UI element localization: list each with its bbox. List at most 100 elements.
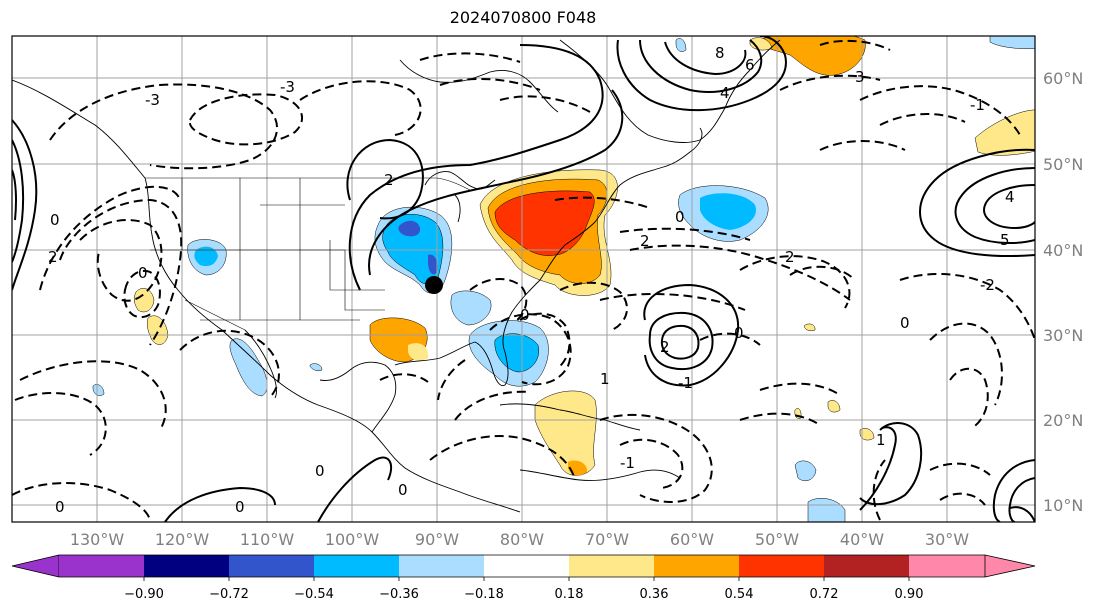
colorbar-bin-11 (909, 555, 985, 577)
contour-label-neg3: -3 (280, 78, 295, 96)
contour-label-6: 6 (745, 56, 755, 74)
contour-label-8: 8 (715, 44, 725, 62)
contour-label-4: 4 (720, 84, 730, 102)
contour-label-2c: 2 (785, 248, 795, 266)
lon-label-80w: 80°W (500, 530, 544, 549)
contour-label-0: 0 (675, 208, 685, 226)
contour-label-1b: 1 (600, 370, 610, 388)
lon-label-130w: 130°W (70, 530, 125, 549)
contour-label-3b: 5 (1000, 231, 1010, 249)
negative-anomaly-far-east (989, 36, 1035, 49)
lat-label-50n: 50°N (1043, 155, 1083, 174)
contour-label-neg2: -2 (980, 276, 995, 294)
colorbar-extend-high (984, 554, 1036, 578)
contour-label-0b: 0 (900, 314, 910, 332)
colorbar-tick-label: 0.18 (555, 587, 584, 602)
lat-label-30n: 30°N (1043, 326, 1083, 345)
contour-labels: 2 2 0 2 3 8 6 4 4 5 -1 -2 -1 2 0 0 1 -1 … (48, 44, 1015, 516)
contour-label-3: 3 (855, 68, 865, 86)
positive-anomaly-greenland (759, 36, 866, 76)
lon-label-70w: 70°W (585, 530, 629, 549)
longitude-labels: 130°W 120°W 110°W 100°W 90°W 80°W 70°W 6… (70, 530, 969, 549)
negative-anomaly-tropics-2 (807, 498, 846, 522)
negative-anomaly-central-3 (398, 220, 421, 237)
contour-label-neg1b: -1 (678, 374, 693, 392)
lon-label-90w: 90°W (415, 530, 459, 549)
lat-label-20n: 20°N (1043, 411, 1083, 430)
contour-label-2b: 2 (640, 232, 650, 250)
colorbar-bin-2 (144, 555, 229, 577)
dashed-contours (12, 39, 1035, 522)
contour-label-0i: 0 (520, 306, 530, 324)
colorbar-bin-6 (484, 555, 569, 577)
positive-anomaly-northeast-3 (494, 190, 595, 256)
colorbar-tick-label: 0.90 (895, 587, 924, 602)
contour-label-0d: 0 (315, 462, 325, 480)
colorbar: −0.90 −0.72 −0.54 −0.36 −0.18 0.18 0.36 … (11, 554, 1036, 602)
colorbar-bin-8 (654, 555, 739, 577)
positive-anomaly-small-2 (859, 428, 875, 441)
colorbar-tick-label: −0.54 (294, 587, 334, 602)
negative-anomaly-atlantic-2 (700, 193, 756, 230)
negative-anomaly-tropics (794, 460, 817, 481)
colorbar-extend-low (11, 554, 60, 578)
positive-anomaly-gulf-2 (408, 343, 429, 361)
map-frame (11, 35, 1036, 523)
positive-anomaly-baja (134, 288, 155, 313)
contour-label-0e: 0 (235, 498, 245, 516)
colorbar-tick-label: −0.18 (464, 587, 504, 602)
lon-label-40w: 40°W (840, 530, 884, 549)
colorbar-bin-4 (314, 555, 399, 577)
contour-label-neg3b: -3 (145, 91, 160, 109)
negative-anomaly-southeast (450, 290, 492, 326)
contour-label-neg0: 0 (398, 481, 408, 499)
location-marker (425, 276, 443, 294)
colorbar-bin-5 (399, 555, 484, 577)
contour-label-2: 2 (384, 171, 394, 189)
colorbar-bin-3 (229, 555, 314, 577)
lat-label-40n: 40°N (1043, 241, 1083, 260)
contour-label-0f: 0 (55, 498, 65, 516)
contour-label-0c: 0 (734, 324, 744, 342)
negative-anomaly-southwest-2 (194, 246, 218, 267)
negative-anomaly-central-4 (428, 254, 438, 275)
lon-label-110w: 110°W (240, 530, 295, 549)
contour-label-0g: 0 (138, 264, 148, 282)
colorbar-tick-label: 0.36 (640, 587, 669, 602)
colorbar-bin-9 (739, 555, 824, 577)
negative-anomaly-southeast-3 (494, 333, 540, 373)
map-background (12, 36, 1035, 522)
contour-label-neg1: -1 (970, 96, 985, 114)
filled-anomalies (92, 36, 1035, 522)
latitude-labels: 10°N 20°N 30°N 40°N 50°N 60°N (1043, 69, 1083, 515)
colorbar-bin-1 (59, 555, 144, 577)
lon-label-60w: 60°W (670, 530, 714, 549)
lon-label-120w: 120°W (155, 530, 210, 549)
lon-label-30w: 30°W (925, 530, 969, 549)
contour-label-2d: 2 (660, 338, 670, 356)
colorbar-bin-7 (569, 555, 654, 577)
contour-label-neg1c: -1 (620, 454, 635, 472)
negative-anomaly-small-2 (309, 363, 323, 372)
lon-label-100w: 100°W (325, 530, 380, 549)
lat-label-60n: 60°N (1043, 69, 1083, 88)
colorbar-tick-label: 0.72 (810, 587, 839, 602)
solid-contours (12, 36, 1035, 522)
contour-label-4b: 4 (1005, 188, 1015, 206)
colorbar-tick-label: −0.90 (124, 587, 164, 602)
contour-label-0h: 0 (50, 211, 60, 229)
colorbar-tick-label: −0.72 (209, 587, 249, 602)
colorbar-bin-10 (824, 555, 909, 577)
negative-anomaly-mexico (229, 338, 268, 397)
contour-label-2e: 2 (48, 248, 58, 266)
map-title: 2024070800 F048 (449, 8, 597, 27)
colorbar-tick-label: −0.36 (379, 587, 419, 602)
contour-label-1: 1 (876, 431, 886, 449)
lon-label-50w: 50°W (755, 530, 799, 549)
positive-anomaly-small-4 (803, 323, 816, 332)
lat-label-10n: 10°N (1043, 496, 1083, 515)
negative-anomaly-small-3 (675, 38, 687, 52)
positive-anomaly-small-1 (827, 400, 841, 413)
colorbar-tick-label: 0.54 (725, 587, 754, 602)
